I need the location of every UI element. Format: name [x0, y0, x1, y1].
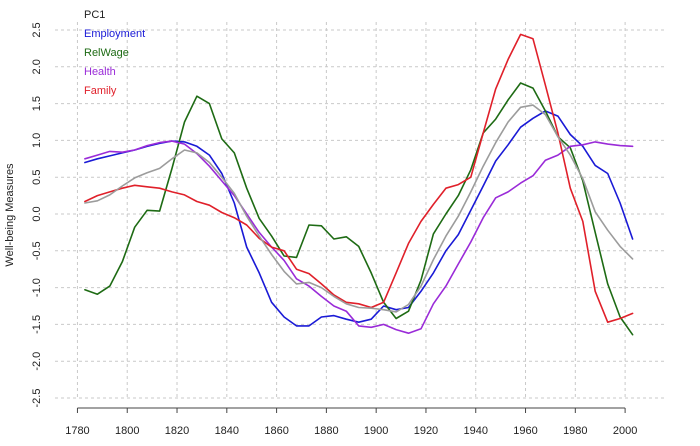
y-tick-label: -1.5: [31, 315, 43, 334]
series-lines: [84, 33, 634, 336]
y-tick-label: -2.5: [31, 389, 43, 408]
y-tick-label: 2.5: [31, 22, 43, 37]
y-tick-label: -1.0: [31, 278, 43, 297]
legend-entry-employment: Employment: [84, 28, 145, 40]
y-tick-label: 0.0: [31, 206, 43, 221]
y-tick-label: -2.0: [31, 352, 43, 371]
y-tick-label: 1.5: [31, 96, 43, 111]
axes: 1780 1800 1820 1840 1860 1880 1900 1920 1940 1960…: [31, 22, 637, 437]
legend-entry-pc1: PC1: [84, 9, 105, 21]
x-tick-label: 1840: [215, 425, 239, 437]
y-tick-label: -0.5: [31, 241, 43, 260]
grid: [55, 22, 665, 399]
x-tick-label: 1940: [464, 425, 488, 437]
series-line-relwage: [84, 82, 634, 336]
x-tick-label: 1920: [414, 425, 438, 437]
legend-entry-family: Family: [84, 85, 117, 97]
legend-entry-health: Health: [84, 66, 116, 78]
y-tick-label: 1.0: [31, 133, 43, 148]
x-tick-label: 1880: [314, 425, 338, 437]
x-tick-label: 1800: [115, 425, 139, 437]
x-tick-label: 1960: [513, 425, 537, 437]
series-line-pc1: [84, 104, 634, 313]
y-tick-label: 2.0: [31, 59, 43, 74]
series-line-health: [84, 140, 634, 335]
legend: PC1 Employment RelWage Health Family: [84, 9, 145, 97]
x-tick-label: 2000: [613, 425, 637, 437]
series-line-family: [84, 33, 634, 324]
x-tick-label: 1780: [65, 425, 89, 437]
x-tick-label: 1820: [165, 425, 189, 437]
series-line-employment: [84, 110, 634, 327]
x-tick-label: 1860: [264, 425, 288, 437]
legend-entry-relwage: RelWage: [84, 47, 129, 59]
y-axis-title: Well-being Measures: [4, 163, 16, 267]
y-tick-label: 0.5: [31, 170, 43, 185]
x-tick-label: 1980: [563, 425, 587, 437]
x-tick-label: 1900: [364, 425, 388, 437]
